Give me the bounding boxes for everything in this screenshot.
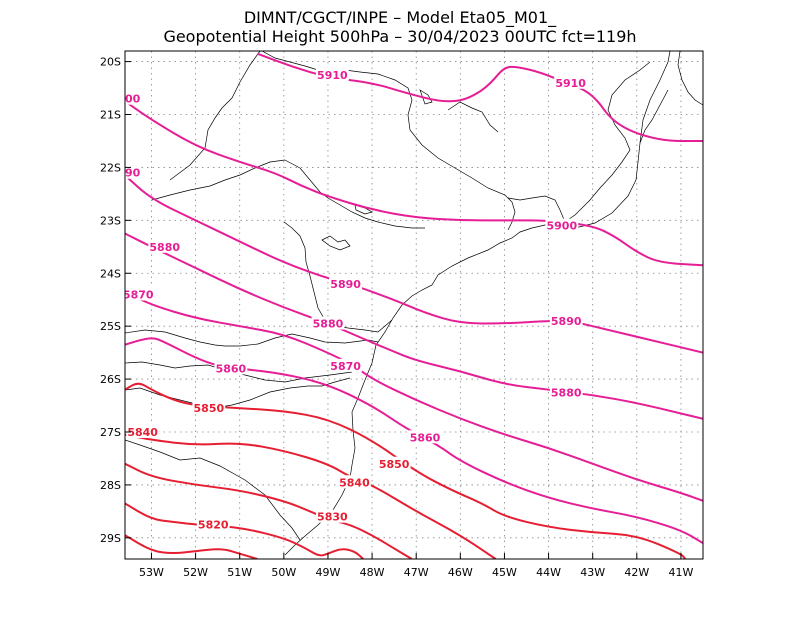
y-tick-label: 23S — [100, 214, 121, 227]
x-tick-label: 46W — [448, 566, 473, 579]
contour-label-bg — [377, 456, 411, 470]
x-tick-label: 45W — [492, 566, 517, 579]
contour-label-5880: 5880 — [149, 241, 180, 254]
contour-label-5880: 5880 — [551, 386, 582, 399]
x-tick-label: 42W — [624, 566, 649, 579]
x-tick-label: 41W — [669, 566, 694, 579]
contour-label-5850: 5850 — [379, 458, 410, 471]
contour-label-bg — [338, 475, 371, 489]
contour-line-5910 — [257, 52, 703, 142]
contour-label-5880: 5880 — [313, 318, 344, 331]
y-tick-label: 22S — [100, 161, 121, 174]
contour-label-5890: 5890 — [110, 167, 141, 180]
contour-line-5860 — [125, 337, 703, 544]
contour-label-bg — [545, 218, 579, 232]
x-tick-label: 48W — [360, 566, 385, 579]
y-tick-label: 20S — [100, 56, 121, 69]
y-axis: 20S 21S 22S 23S 24S 25S 26S 27S 28S 29S — [100, 56, 131, 545]
y-tick-label: 26S — [100, 373, 121, 386]
y-tick-label: 28S — [100, 479, 121, 492]
contour-label-bg — [315, 509, 349, 523]
contour-label-bg — [554, 75, 588, 89]
y-tick-label: 25S — [100, 320, 121, 333]
x-tick-label: 52W — [183, 566, 208, 579]
contour-label-bg — [125, 91, 142, 105]
contour-label-5870: 5870 — [330, 360, 361, 373]
contour-label-bg — [214, 361, 248, 375]
contour-label-5860: 5860 — [410, 431, 441, 444]
contour-label-5820: 5820 — [198, 519, 229, 532]
y-tick-label: 24S — [100, 267, 121, 280]
x-tick-label: 53W — [139, 566, 164, 579]
contour-label-bg — [315, 67, 349, 81]
contour-label-5890: 5890 — [330, 278, 361, 291]
contour-label-5830: 5830 — [317, 511, 348, 524]
contour-label-bg — [192, 401, 226, 415]
contour-label-5910: 5910 — [555, 77, 586, 90]
x-axis: 53W 52W 51W 50W 49W 48W 47W 46W 45W 44W 43W 42W 41W — [139, 553, 693, 579]
contour-label-bg — [311, 316, 345, 330]
contour-line-5830 — [125, 462, 413, 559]
contour-label-5900: 5900 — [546, 220, 577, 233]
contour-line-5880 — [125, 232, 703, 420]
contour-label-bg — [125, 165, 142, 179]
x-tick-label: 49W — [316, 566, 341, 579]
contour-line-5900 — [125, 100, 703, 267]
x-tick-label: 51W — [227, 566, 252, 579]
contour-line-5840 — [125, 433, 497, 559]
contour-line-5890 — [125, 174, 703, 354]
contour-label-bg — [125, 287, 155, 301]
y-tick-label: 27S — [100, 426, 121, 439]
plot-frame — [124, 50, 704, 560]
contour-label-bg — [126, 425, 160, 438]
contour-label-bg — [549, 385, 583, 399]
contour-label-5910: 5910 — [317, 69, 348, 82]
contour-label-5870: 5870 — [123, 288, 154, 301]
contour-label-5840: 5840 — [339, 476, 370, 489]
x-tick-label: 50W — [271, 566, 296, 579]
x-tick-label: 44W — [536, 566, 561, 579]
chart-title-line2: Geopotential Height 500hPa – 30/04/2023 … — [163, 27, 636, 46]
y-tick-label: 21S — [100, 109, 121, 122]
contour-label-bg — [549, 313, 583, 327]
contour-label-bg — [408, 430, 442, 444]
grid-lines — [125, 51, 703, 559]
contour-label-5890: 5890 — [551, 315, 582, 328]
x-tick-label: 47W — [404, 566, 429, 579]
contour-label-5850: 5850 — [194, 402, 225, 415]
contour-lines: 5910 5910 5900 5900 5890 5890 5890 5880 5880 5880… — [110, 52, 703, 559]
y-tick-label: 29S — [100, 532, 121, 545]
chart-title-line1: DIMNT/CGCT/INPE – Model Eta05_M01_ — [244, 8, 557, 28]
contour-label-5900: 5900 — [110, 93, 141, 106]
contour-line-5810 — [125, 534, 258, 559]
contour-line-5820 — [125, 502, 364, 559]
contour-line-5870 — [125, 290, 703, 502]
x-tick-label: 43W — [580, 566, 605, 579]
coastline-borders — [125, 51, 703, 556]
contour-label-bg — [148, 239, 182, 253]
contour-label-bg — [196, 517, 230, 531]
contour-label-5840: 5840 — [127, 426, 158, 439]
contour-label-5860: 5860 — [216, 363, 247, 376]
contour-line-5850 — [125, 382, 687, 559]
contour-label-bg — [329, 358, 363, 372]
contour-label-bg — [329, 276, 363, 290]
